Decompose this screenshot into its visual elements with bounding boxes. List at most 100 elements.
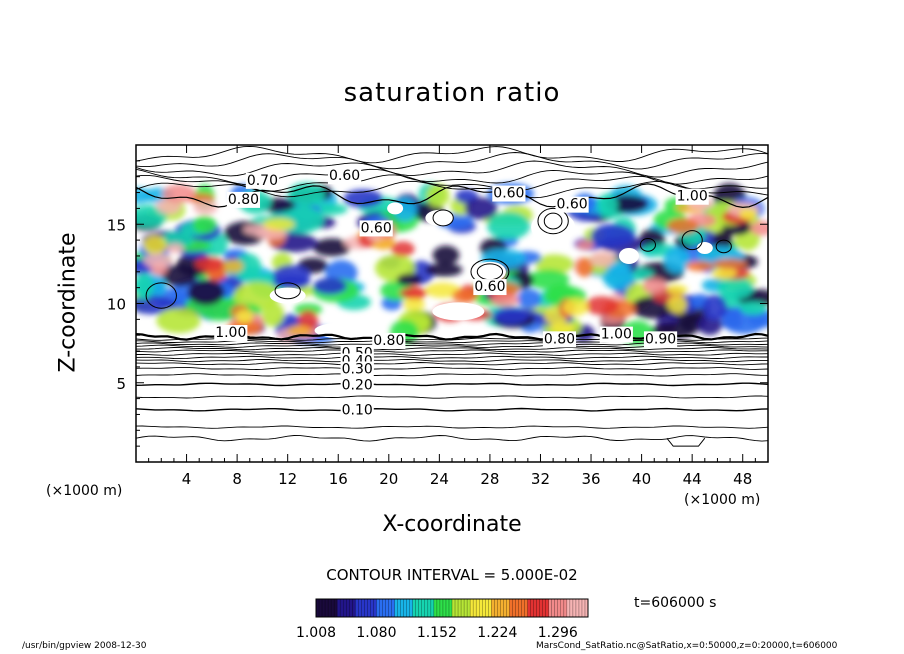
contour-line — [136, 358, 768, 363]
colorbar-swatch — [316, 599, 320, 617]
colorbar-swatch — [533, 599, 538, 617]
colorbar-swatch — [524, 599, 529, 617]
contour-label: 0.70 — [247, 173, 278, 189]
field-core — [193, 200, 218, 215]
contour-closed — [543, 212, 563, 230]
colorbar: 1.008 1.080 1.152 1.224 1.296 — [296, 598, 589, 641]
time-label: t=606000 s — [634, 595, 717, 611]
footer-right: MarsCond_SatRatio.nc@SatRatio,x=0:50000,… — [536, 641, 838, 651]
contour-line — [136, 382, 768, 387]
colorbar-swatch — [445, 599, 450, 617]
field-blob — [261, 301, 285, 328]
y-tick-label: 10 — [107, 296, 126, 314]
contour-label: 0.80 — [228, 192, 259, 208]
colorbar-frame — [315, 598, 589, 618]
colorbar-swatch — [355, 599, 359, 617]
field-blob — [136, 273, 154, 300]
contour-label-bg — [327, 168, 362, 185]
colorbar-swatch — [536, 599, 541, 617]
colorbar-swatch — [352, 599, 356, 617]
field-blob — [160, 231, 193, 248]
colorbar-swatch — [539, 599, 544, 617]
contour-label-bg — [555, 196, 589, 213]
colorbar-swatch — [397, 599, 402, 617]
colorbar-swatch — [331, 599, 335, 617]
colorbar-swatch — [467, 599, 471, 617]
field-blob — [597, 194, 618, 215]
colorbar-swatch — [470, 599, 474, 617]
field-core — [667, 295, 688, 314]
colorbar-swatch — [548, 599, 553, 617]
contour-label-bg — [675, 188, 709, 205]
contour-label-bg — [542, 331, 577, 348]
colorbar-swatch — [382, 599, 387, 617]
contour-label: 0.60 — [556, 197, 587, 213]
field-hole — [531, 211, 576, 244]
contour-line — [136, 407, 768, 412]
colorbar-swatch — [385, 599, 390, 617]
colorbar-swatch — [349, 599, 353, 617]
colorbar-swatch — [473, 599, 477, 617]
contour-line — [136, 435, 768, 442]
colorbar-swatch — [500, 599, 504, 617]
colorbar-swatch — [563, 599, 568, 617]
contour-line — [136, 152, 768, 170]
contour-line — [136, 395, 768, 399]
colorbar-swatch — [376, 599, 380, 617]
colorbar-swatch — [527, 599, 532, 617]
field-blob — [192, 215, 217, 234]
colorbar-swatch — [452, 599, 456, 617]
colorbar-swatch — [442, 599, 447, 617]
field-blob — [717, 276, 754, 300]
colorbar-label: 1.224 — [477, 625, 517, 641]
colorbar-swatch — [560, 599, 565, 617]
field-core — [584, 296, 620, 316]
colorbar-swatch — [388, 599, 393, 617]
field-core — [143, 253, 173, 269]
contour-line — [136, 355, 768, 360]
field-blob — [702, 294, 727, 321]
contour-label-bg — [226, 191, 261, 208]
field-blob — [464, 197, 498, 220]
field-blob — [608, 260, 631, 275]
field-core — [739, 208, 758, 220]
field-hole — [387, 202, 404, 215]
colorbar-swatch — [476, 599, 480, 617]
x-tick-label: 48 — [733, 470, 752, 488]
field-blob — [233, 253, 262, 282]
colorbar-swatch — [412, 599, 417, 617]
y-axis-ticks: 5 10 15 — [107, 160, 768, 447]
colorbar-swatch — [328, 599, 332, 617]
colorbar-swatch — [542, 599, 547, 617]
colorbar-label: 1.152 — [417, 625, 457, 641]
chart-title: saturation ratio — [343, 78, 561, 108]
colorbar-swatch — [509, 599, 513, 617]
contour-label-bg — [214, 325, 248, 342]
field-blob — [426, 183, 450, 208]
colorbar-swatch — [370, 599, 374, 617]
field-hole — [696, 242, 713, 255]
contour-line — [136, 347, 768, 351]
colorbar-swatch — [506, 599, 510, 617]
contour-label: 0.80 — [373, 333, 404, 349]
contour-label: 0.10 — [342, 403, 373, 419]
colorbar-swatch — [334, 599, 338, 617]
contour-label: 0.60 — [361, 220, 392, 236]
colorbar-swatch — [403, 599, 408, 617]
field-hole — [269, 287, 306, 304]
colorbar-label: 1.008 — [296, 625, 336, 641]
contour-label: 0.60 — [474, 279, 505, 295]
field-blob — [534, 254, 574, 274]
contour-closed — [715, 239, 732, 254]
x-axis-label: X-coordinate — [382, 512, 522, 537]
field-core — [452, 288, 477, 304]
colorbar-label: 1.296 — [538, 625, 578, 641]
x-unit-left: (×1000 m) — [46, 483, 123, 499]
field-core — [424, 282, 461, 298]
field-core — [712, 258, 747, 270]
field-core — [222, 259, 244, 273]
colorbar-swatch — [488, 599, 492, 617]
colorbar-swatch — [448, 599, 453, 617]
field-blob — [294, 303, 323, 316]
field-blob — [312, 238, 351, 257]
